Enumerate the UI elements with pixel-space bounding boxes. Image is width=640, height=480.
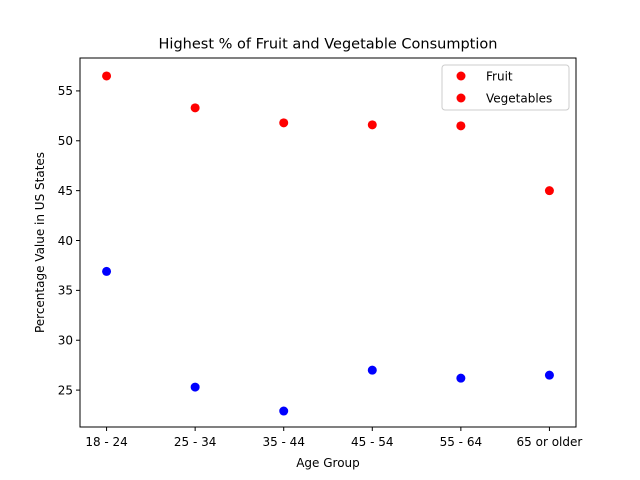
legend-marker-vegetables (456, 93, 466, 103)
chart-title: Highest % of Fruit and Vegetable Consump… (159, 37, 498, 53)
y-axis-label: Percentage Value in US States (33, 152, 47, 333)
x-tick-label-55-64: 55 - 64 (440, 435, 483, 449)
x-tick-label-18-24: 18 - 24 (85, 435, 128, 449)
y-tick-label-50: 50 (58, 134, 73, 148)
x-axis-label: Age Group (296, 456, 360, 470)
plot-area-frame (79, 57, 577, 428)
point-vegetables-25-34 (190, 382, 200, 392)
point-fruit-45-54 (367, 120, 377, 130)
x-tick-label-25-34: 25 - 34 (174, 435, 217, 449)
legend-label-vegetables: Vegetables (486, 91, 552, 105)
point-vegetables-65-or-older (544, 370, 554, 380)
point-fruit-55-64 (456, 121, 466, 131)
y-tick-label-25: 25 (58, 383, 73, 397)
point-vegetables-18-24 (102, 266, 112, 276)
y-tick-label-40: 40 (58, 234, 73, 248)
point-fruit-18-24 (102, 71, 112, 81)
legend-frame (441, 64, 570, 111)
point-fruit-35-44 (279, 118, 289, 128)
y-tick-label-35: 35 (58, 284, 73, 298)
x-tick-label-35-44: 35 - 44 (262, 435, 305, 449)
point-vegetables-55-64 (456, 373, 466, 383)
point-vegetables-45-54 (367, 365, 377, 375)
point-fruit-65-or-older (544, 186, 554, 196)
legend-label-fruit: Fruit (486, 69, 513, 83)
x-tick-label-45-54: 45 - 54 (351, 435, 394, 449)
legend: Fruit Vegetables (441, 64, 570, 111)
data-points (102, 71, 554, 416)
y-tick-label-55: 55 (58, 84, 73, 98)
y-tick-label-30: 30 (58, 334, 73, 348)
y-tick-label-45: 45 (58, 184, 73, 198)
legend-marker-fruit (456, 71, 466, 81)
x-axis: 18 - 24 25 - 34 35 - 44 45 - 54 55 - 64 65 or… (85, 427, 582, 449)
x-tick-label-65-or-older: 65 or older (517, 435, 583, 449)
point-vegetables-35-44 (279, 406, 289, 416)
point-fruit-25-34 (190, 103, 200, 113)
y-axis: 25 30 35 40 45 50 55 (58, 84, 80, 397)
